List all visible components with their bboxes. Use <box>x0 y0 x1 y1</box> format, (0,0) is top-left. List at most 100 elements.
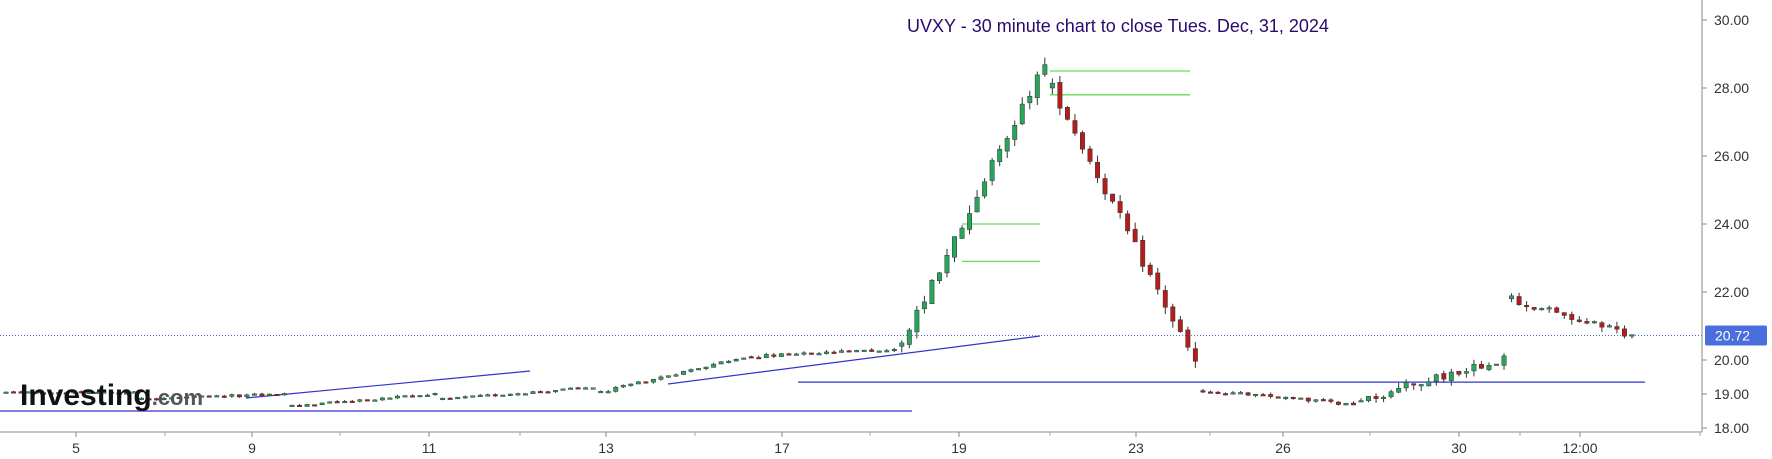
candle-up <box>673 373 679 377</box>
candle-up <box>658 375 664 381</box>
candle-up <box>56 391 62 395</box>
candle-body <box>1546 307 1552 310</box>
candle-body <box>116 392 122 395</box>
candle-down <box>221 394 227 398</box>
candle-body <box>1305 397 1311 402</box>
candle-down <box>410 394 415 398</box>
candle-body <box>936 272 942 282</box>
trendline <box>667 335 1041 385</box>
candle-body <box>793 353 799 356</box>
candle-up <box>1343 402 1349 406</box>
candle-up <box>176 396 182 400</box>
candle-body <box>628 383 634 386</box>
last-price-tag: 20.72 <box>1705 325 1767 346</box>
candle-up <box>1358 398 1364 403</box>
investing-logo: Investing.com <box>20 379 203 412</box>
candle-up <box>214 394 220 398</box>
candle-down <box>274 393 280 396</box>
candle-body <box>1125 213 1131 232</box>
candle-body <box>696 368 702 371</box>
candle-body <box>1185 329 1191 348</box>
x-tick-label: 30 <box>1451 440 1467 456</box>
chart-title: UVXY - 30 minute chart to close Tues. De… <box>907 16 1329 36</box>
candle-down <box>364 399 370 402</box>
candle-body <box>741 357 747 360</box>
y-tick-label: 22.00 <box>1714 284 1749 300</box>
candle-body <box>726 360 732 363</box>
candle-body <box>206 395 212 398</box>
candle-down <box>1170 303 1176 328</box>
candle-up <box>485 393 491 397</box>
candle-up <box>161 396 167 401</box>
candle-up <box>967 205 973 235</box>
candle-body <box>952 236 957 258</box>
candle-up <box>876 350 882 353</box>
candle-body <box>1501 355 1507 366</box>
candle-down <box>643 381 649 384</box>
logo-suffix: .com <box>152 385 203 410</box>
y-tick-label: 20.00 <box>1714 352 1749 368</box>
candle-up <box>500 394 506 397</box>
candle-down <box>1132 222 1138 243</box>
candle-down <box>1117 195 1123 219</box>
candle-up <box>1049 78 1055 95</box>
candle-body <box>1351 402 1356 406</box>
candle-body <box>997 148 1003 162</box>
candle-up <box>711 362 717 368</box>
candle-down <box>538 390 543 394</box>
candle-down <box>1177 316 1183 333</box>
candle-body <box>711 363 717 368</box>
candle-down <box>1599 321 1605 332</box>
candle-up <box>590 387 596 390</box>
candle-down <box>108 390 114 394</box>
candle-body <box>530 391 536 394</box>
candle-up <box>914 305 920 339</box>
candle-body <box>824 351 829 354</box>
candle-body <box>718 361 724 365</box>
candle-up <box>1418 384 1424 391</box>
candle-up <box>801 351 807 356</box>
candle-up <box>929 278 935 305</box>
candle-up <box>1546 305 1552 313</box>
candle-up <box>71 390 77 394</box>
candle-down <box>1064 106 1070 121</box>
candle-down <box>1576 316 1582 323</box>
candle-body <box>1591 321 1597 324</box>
candle-up <box>733 358 739 362</box>
candle-body <box>507 393 513 396</box>
candle-down <box>1456 370 1462 377</box>
candle-up <box>304 403 310 407</box>
candle-body <box>1019 103 1025 125</box>
candle-up <box>718 361 724 365</box>
candle-body <box>304 404 310 407</box>
candle-body <box>364 399 370 402</box>
candle-down <box>1147 262 1153 277</box>
candle-down <box>1554 306 1560 314</box>
candle-up <box>1629 334 1635 339</box>
candle-body <box>891 348 897 351</box>
candle-up <box>553 390 558 393</box>
candle-body <box>1531 307 1537 310</box>
candle-body <box>801 352 807 355</box>
candle-up <box>681 370 686 375</box>
candle-body <box>1373 396 1379 399</box>
candle-down <box>545 390 551 394</box>
candle-body <box>1606 325 1612 328</box>
candle-down <box>1087 145 1093 165</box>
candle-up <box>507 393 513 396</box>
candle-body <box>1486 365 1492 371</box>
candle-body <box>989 160 995 181</box>
candle-up <box>342 399 348 404</box>
candle-body <box>154 398 160 401</box>
candle-body <box>884 350 890 353</box>
candle-up <box>906 327 912 349</box>
candle-body <box>56 392 62 395</box>
y-tick-label: 26.00 <box>1714 148 1749 164</box>
candle-up <box>48 392 54 395</box>
candle-down <box>154 397 160 401</box>
candle-up <box>1381 395 1387 403</box>
candle-body <box>839 350 845 353</box>
candle-up <box>936 271 942 284</box>
candle-body <box>771 354 777 357</box>
